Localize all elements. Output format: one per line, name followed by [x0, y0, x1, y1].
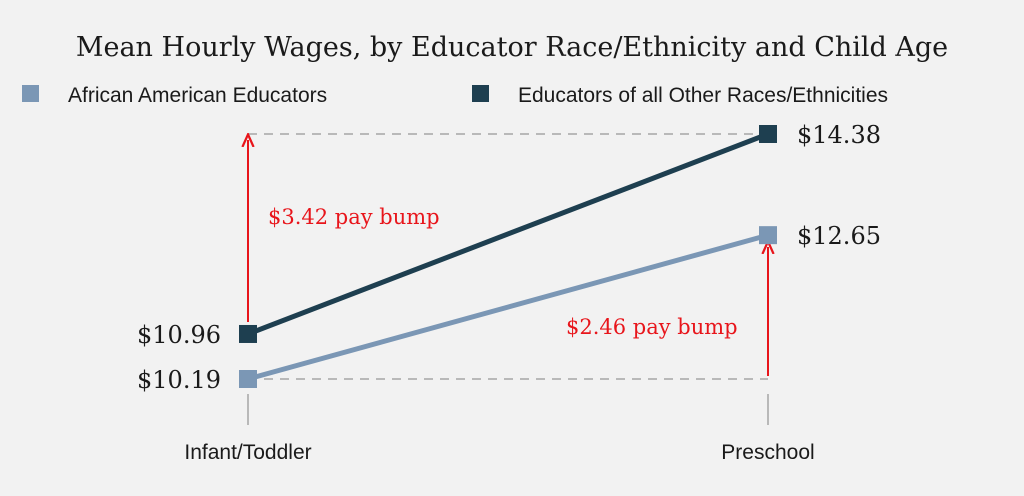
data-label-0-0: $10.19: [137, 366, 221, 394]
legend-label-1: Educators of all Other Races/Ethnicities: [518, 84, 888, 107]
guide-lines: [248, 133, 768, 380]
data-label-1-0: $10.96: [137, 321, 221, 349]
series-group: $10.19 $12.65 $10.96 $14.38: [137, 121, 881, 394]
x-tick-label-0: Infant/Toddler: [184, 441, 311, 464]
data-point-0-1: [759, 226, 777, 245]
series-line-1: [247, 131, 769, 337]
x-axis: Infant/Toddler Preschool: [184, 394, 815, 464]
data-point-1-1: [759, 125, 777, 143]
legend-swatch-1: [472, 85, 489, 102]
pay-bump-label-0: $3.42 pay bump: [268, 205, 440, 229]
series-line-0: [247, 232, 769, 382]
data-point-0-0: [239, 370, 257, 388]
annotations: $3.42 pay bump $2.46 pay bump: [248, 140, 768, 376]
data-label-0-1: $12.65: [797, 222, 881, 250]
pay-bump-label-1: $2.46 pay bump: [566, 315, 738, 339]
legend-label-0: African American Educators: [68, 84, 327, 107]
legend: African American Educators Educators of a…: [22, 84, 888, 107]
data-label-1-1: $14.38: [797, 121, 881, 149]
x-tick-label-1: Preschool: [721, 441, 814, 464]
data-point-1-0: [239, 324, 257, 343]
legend-swatch-0: [22, 85, 39, 102]
chart-title: Mean Hourly Wages, by Educator Race/Ethn…: [76, 32, 948, 63]
